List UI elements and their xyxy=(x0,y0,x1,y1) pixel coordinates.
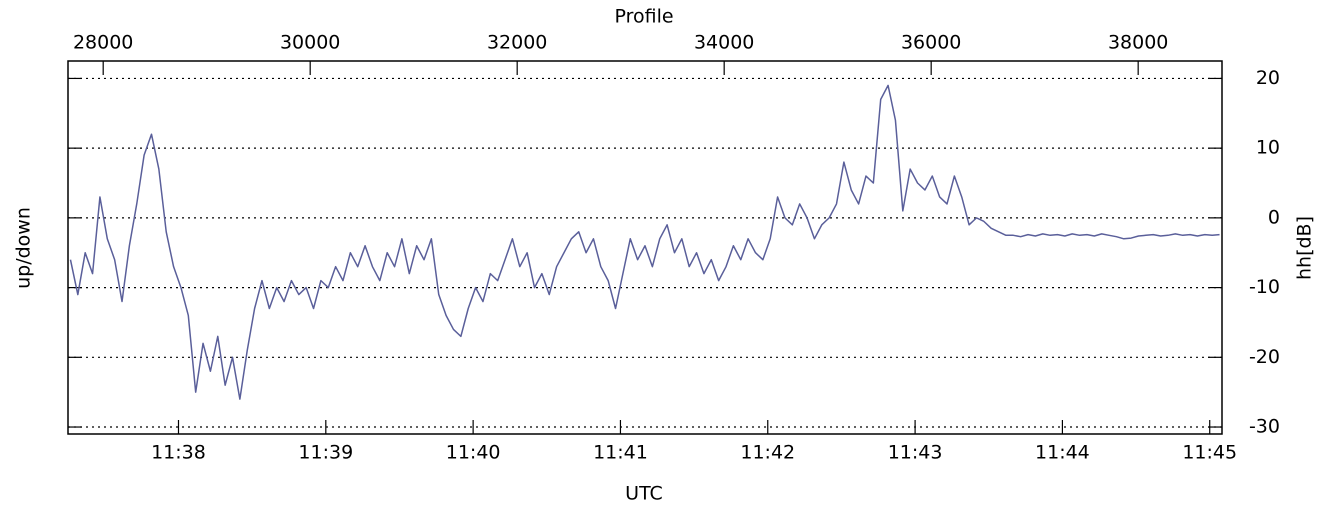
x-tick-label: 11:38 xyxy=(151,442,206,464)
y2-tick-label: 20 xyxy=(1256,67,1280,89)
y2-tick-label: -30 xyxy=(1249,416,1280,438)
y2-tick-label: 0 xyxy=(1268,206,1280,228)
x-tick-label: 11:43 xyxy=(888,442,943,464)
x2-tick-label: 36000 xyxy=(901,32,961,54)
data-line xyxy=(69,84,1220,400)
y2-tick-label: 10 xyxy=(1256,137,1280,159)
x2-tick-label: 28000 xyxy=(73,32,133,54)
x-tick-label: 11:44 xyxy=(1035,442,1090,464)
x-tick-label: 11:42 xyxy=(740,442,795,464)
y2-tick-label: -20 xyxy=(1249,346,1280,368)
y-axis-label: up/down xyxy=(13,207,35,289)
x2-axis-label: Profile xyxy=(614,6,673,28)
x-tick-label: 11:45 xyxy=(1182,442,1237,464)
x-tick-label: 11:41 xyxy=(593,442,648,464)
y2-tick-label: -10 xyxy=(1249,276,1280,298)
x2-tick-label: 38000 xyxy=(1108,32,1168,54)
x-axis-label: UTC xyxy=(625,483,663,505)
x-tick-label: 11:39 xyxy=(298,442,353,464)
x2-tick-label: 32000 xyxy=(487,32,547,54)
x2-tick-label: 30000 xyxy=(280,32,340,54)
y2-axis-label: hh[dB] xyxy=(1294,216,1316,280)
plot-frame xyxy=(67,60,1223,435)
x2-tick-label: 34000 xyxy=(694,32,754,54)
x-tick-label: 11:40 xyxy=(446,442,501,464)
